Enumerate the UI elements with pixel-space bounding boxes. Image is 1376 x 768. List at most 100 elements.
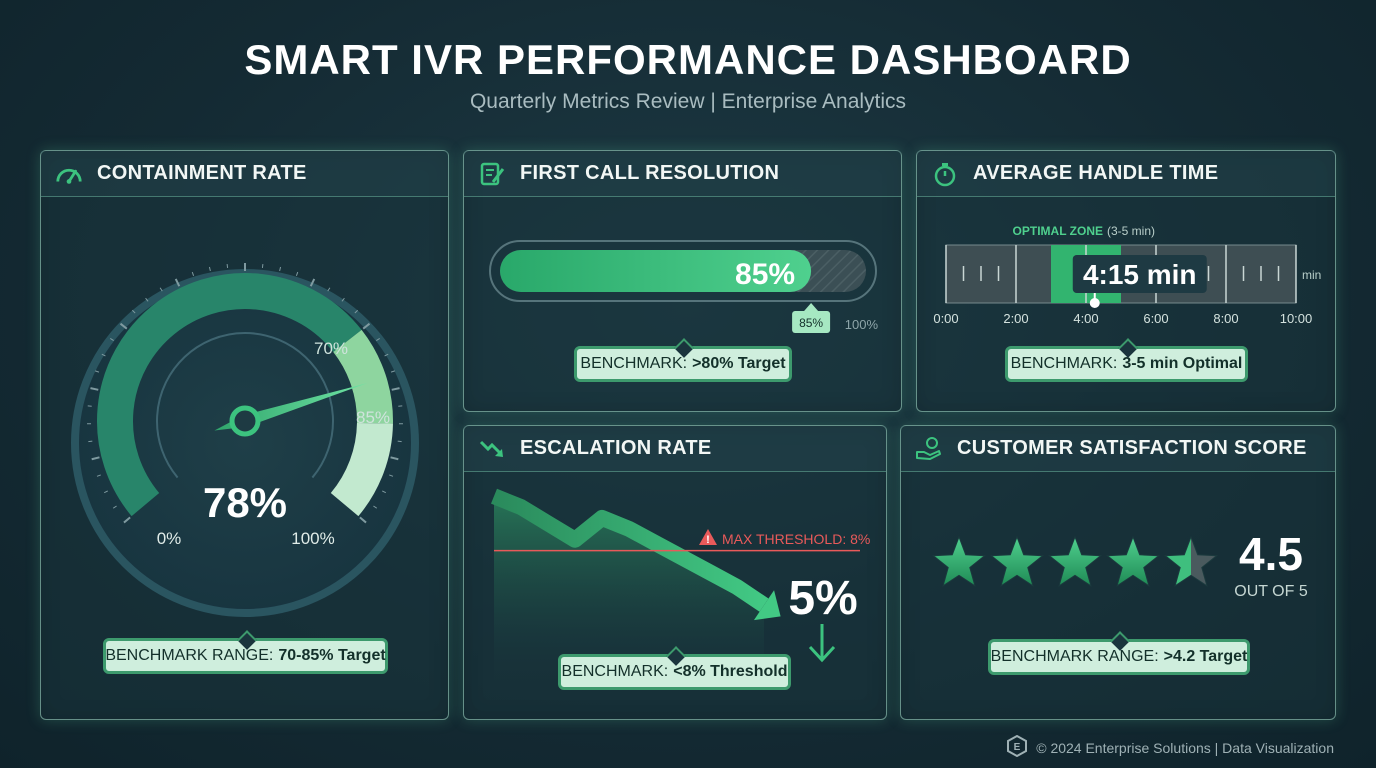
fcr-progress-bar: 85% 85% 100% bbox=[489, 240, 879, 333]
gauge-tick bbox=[91, 456, 100, 461]
range-tick-label: 0:00 bbox=[933, 311, 958, 326]
gauge-tick bbox=[362, 322, 371, 330]
gauge-tick bbox=[131, 309, 136, 314]
escalation-rate-panel: ESCALATION RATE ! MAX THRESHOLD: 8% 5% bbox=[463, 425, 887, 720]
containment-gauge: 70% 85% 78% 0% 100% bbox=[71, 263, 419, 617]
progress-fill bbox=[500, 250, 812, 292]
down-arrow-icon bbox=[808, 624, 836, 663]
trend-area bbox=[494, 496, 764, 696]
star-half bbox=[1163, 535, 1219, 587]
benchmark-value: 3-5 min Optimal bbox=[1122, 355, 1243, 372]
gauge-arc-high-range bbox=[330, 422, 393, 517]
gauge-tick bbox=[279, 266, 282, 272]
gauge-tick bbox=[103, 490, 109, 494]
svg-text:E: E bbox=[1014, 742, 1021, 753]
optimal-zone-range: (3-5 min) bbox=[1107, 224, 1155, 238]
csat-star-rating: 4.5 OUT OF 5 bbox=[931, 528, 1308, 600]
average-handle-time-panel: AVERAGE HANDLE TIME OPTIMAL ZONE (3-5 mi… bbox=[916, 150, 1336, 412]
progress-track-border bbox=[489, 240, 877, 302]
star-row bbox=[931, 535, 1219, 587]
gauge-tick bbox=[390, 456, 399, 461]
gauge-tick bbox=[327, 287, 331, 292]
footer: E © 2024 Enterprise Solutions | Data Vis… bbox=[1006, 734, 1334, 760]
warning-icon: ! bbox=[699, 529, 717, 546]
benchmark-label: BENCHMARK: bbox=[1010, 355, 1118, 372]
panel-header: FIRST CALL RESOLUTION bbox=[464, 151, 901, 197]
page-title: SMART IVR PERFORMANCE DASHBOARD bbox=[244, 36, 1132, 83]
csat-value: 4.5 bbox=[1239, 528, 1303, 580]
progress-marker-label: 85% bbox=[799, 316, 823, 330]
hand-coin-icon bbox=[915, 435, 943, 463]
gauge-tick bbox=[101, 353, 106, 357]
benchmark-value: >4.2 Target bbox=[1163, 648, 1248, 665]
page-subtitle: Quarterly Metrics Review | Enterprise An… bbox=[469, 90, 907, 113]
benchmark-label: BENCHMARK: bbox=[561, 663, 669, 680]
gauge-inner-ring bbox=[156, 332, 334, 479]
gauge-tick bbox=[295, 271, 299, 277]
gauge-tick bbox=[112, 505, 117, 509]
progress-end-label: 100% bbox=[845, 317, 879, 332]
gauge-tick bbox=[119, 322, 128, 330]
benchmark-value: 70-85% Target bbox=[278, 647, 386, 664]
benchmark-label: BENCHMARK: bbox=[580, 355, 688, 372]
star-full bbox=[989, 535, 1045, 587]
escalation-value: 5% bbox=[788, 572, 857, 625]
gauge-arc-base bbox=[97, 273, 362, 517]
containment-rate-panel: CONTAINMENT RATE 70% 85% 78% 0% 100% BEN… bbox=[40, 150, 449, 720]
optimal-zone-label: OPTIMAL ZONE bbox=[1013, 224, 1103, 238]
svg-text:!: ! bbox=[706, 534, 710, 546]
gauge-tick bbox=[390, 370, 395, 373]
gauge-mark-85: 85% bbox=[356, 408, 390, 427]
range-tick-label: 6:00 bbox=[1143, 311, 1168, 326]
gauge-mark-70: 70% bbox=[314, 339, 348, 358]
customer-satisfaction-panel: CUSTOMER SATISFACTION SCORE 4.5 OUT OF 5… bbox=[900, 425, 1336, 720]
first-call-resolution-panel: FIRST CALL RESOLUTION 85% 85% 100% BENCH… bbox=[463, 150, 902, 412]
gauge-tick bbox=[384, 353, 389, 357]
star-full bbox=[931, 535, 987, 587]
gauge-tick bbox=[96, 474, 101, 477]
trend-arrowhead bbox=[753, 590, 781, 621]
containment-benchmark-badge: BENCHMARK RANGE: 70-85% Target bbox=[103, 630, 388, 674]
benchmark-label: BENCHMARK RANGE: bbox=[105, 647, 274, 664]
progress-marker: 85% bbox=[792, 303, 831, 333]
range-tick-labels: 0:00 2:00 4:00 6:00 8:00 10:00 bbox=[933, 311, 1312, 326]
stopwatch-icon bbox=[931, 160, 959, 188]
gauge-tick bbox=[381, 490, 387, 494]
aht-range-bar: OPTIMAL ZONE (3-5 min) min 4:15 min 0:00… bbox=[933, 224, 1321, 326]
csat-benchmark-badge: BENCHMARK RANGE: >4.2 Target bbox=[988, 631, 1250, 675]
gauge-tick bbox=[159, 287, 163, 292]
gauge-tick bbox=[95, 370, 100, 373]
aht-benchmark-badge: BENCHMARK: 3-5 min Optimal bbox=[1005, 338, 1248, 382]
panel-title: ESCALATION RATE bbox=[520, 437, 712, 459]
enterprise-logo-icon: E bbox=[1006, 734, 1028, 760]
gauge-min-label: 0% bbox=[157, 529, 182, 548]
escalation-benchmark-badge: BENCHMARK: <8% Threshold bbox=[558, 646, 791, 690]
panel-title: CONTAINMENT RATE bbox=[97, 162, 307, 184]
gauge-tick bbox=[191, 271, 195, 277]
footer-text: © 2024 Enterprise Solutions | Data Visua… bbox=[1036, 739, 1334, 756]
range-tick-label: 4:00 bbox=[1073, 311, 1098, 326]
trend-line bbox=[491, 488, 769, 612]
csat-out-of: OUT OF 5 bbox=[1234, 583, 1308, 600]
range-tick-label: 8:00 bbox=[1213, 311, 1238, 326]
gauge-tick bbox=[389, 474, 394, 477]
benchmark-label: BENCHMARK RANGE: bbox=[990, 648, 1159, 665]
gauge-tick bbox=[341, 297, 345, 302]
checklist-icon bbox=[478, 160, 506, 188]
panel-header: CONTAINMENT RATE bbox=[41, 151, 448, 197]
panel-title: FIRST CALL RESOLUTION bbox=[520, 162, 780, 184]
gauge-tick bbox=[208, 266, 211, 272]
escalation-area-chart: ! MAX THRESHOLD: 8% 5% bbox=[491, 488, 870, 696]
gauge-hub bbox=[229, 405, 261, 437]
range-tick-label: 10:00 bbox=[1280, 311, 1313, 326]
gauge-tick bbox=[145, 297, 149, 302]
gauge-max-label: 100% bbox=[291, 529, 334, 548]
aht-value: 4:15 min bbox=[1083, 259, 1197, 290]
gauge-tick bbox=[309, 278, 316, 287]
star-full bbox=[1105, 535, 1161, 587]
trend-down-icon bbox=[478, 435, 506, 463]
gauge-tick bbox=[397, 440, 402, 443]
value-marker bbox=[1089, 298, 1100, 308]
gauge-tick bbox=[123, 516, 131, 524]
range-unit: min bbox=[1302, 268, 1321, 282]
